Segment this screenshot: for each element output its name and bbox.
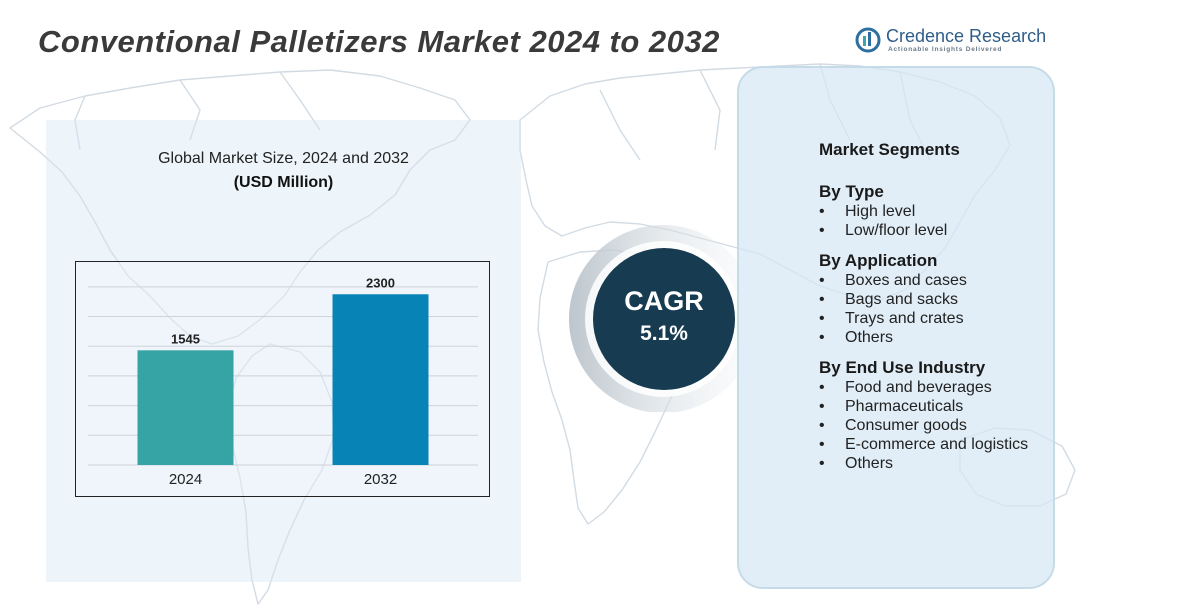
segment-item: • Bags and sacks: [819, 290, 1069, 309]
cagr-badge: CAGR 5.1%: [593, 248, 735, 390]
segments-heading: Market Segments: [819, 140, 960, 159]
x-tick-label-2024: 2024: [169, 471, 202, 488]
bar-2024: [137, 350, 234, 465]
segment-list-application: • Boxes and cases • Bags and sacks • Trays …: [819, 271, 1069, 347]
segment-item-label: E-commerce and logistics: [845, 436, 1029, 453]
segment-item-label: Pharmaceuticals: [845, 398, 964, 415]
segment-item-label: Others: [845, 455, 894, 472]
segment-item: • Consumer goods: [819, 416, 1069, 435]
chart-subtitle: (USD Million): [233, 174, 334, 191]
data-label-2024: 1545: [171, 331, 200, 346]
cagr-value: 5.1%: [640, 322, 688, 345]
segment-item-label: Low/floor level: [845, 222, 948, 239]
segment-item: • Boxes and cases: [819, 271, 1069, 290]
x-tick-label-2032: 2032: [364, 471, 397, 488]
bullet-icon: •: [819, 329, 825, 346]
segment-item: • Food and beverages: [819, 378, 1069, 397]
market-size-panel: [46, 120, 521, 582]
bullet-icon: •: [819, 291, 825, 308]
credence-research-logo: Credence Research Actionable Insights De…: [854, 26, 1047, 56]
logo-name: Credence Research: [886, 26, 1047, 46]
segment-group-title-application: By Application: [819, 251, 938, 270]
segment-group-title-end-use-industry: By End Use Industry: [819, 358, 986, 377]
segment-list-type: • High level • Low/floor level: [819, 202, 1069, 240]
segment-item-label: Food and beverages: [845, 379, 992, 396]
bullet-icon: •: [819, 203, 825, 220]
bullet-icon: •: [819, 310, 825, 327]
bullet-icon: •: [819, 417, 825, 434]
segment-item-label: Consumer goods: [845, 417, 967, 434]
segment-item-label: Trays and crates: [845, 310, 964, 327]
data-label-2032: 2300: [366, 275, 395, 290]
segment-item-label: Others: [845, 329, 894, 346]
bar-chart: 1545 2024 2300 2032: [75, 261, 490, 497]
bullet-icon: •: [819, 272, 825, 289]
segment-item-label: Boxes and cases: [845, 272, 967, 289]
logo-tagline: Actionable Insights Delivered: [888, 46, 1003, 53]
bullet-icon: •: [819, 379, 825, 396]
bullet-icon: •: [819, 398, 825, 415]
market-segments: Market Segments By Type • High level • Low…: [819, 140, 1069, 484]
segment-item: • Others: [819, 454, 1069, 473]
page-title: Conventional Palletizers Market 2024 to …: [38, 24, 720, 59]
bullet-icon: •: [819, 222, 825, 239]
bullet-icon: •: [819, 436, 825, 453]
segment-item: • High level: [819, 202, 1069, 221]
chart-title: Global Market Size, 2024 and 2032: [158, 150, 409, 167]
bullet-icon: •: [819, 455, 825, 472]
market-segments-panel: [737, 66, 1055, 589]
cagr-label: CAGR: [624, 286, 704, 316]
segment-item: • Pharmaceuticals: [819, 397, 1069, 416]
bar-2032: [332, 294, 429, 465]
segment-item-label: Bags and sacks: [845, 291, 958, 308]
segment-item: • Trays and crates: [819, 309, 1069, 328]
segment-group-title-type: By Type: [819, 182, 884, 201]
segment-item: • E-commerce and logistics: [819, 435, 1069, 454]
bar-chart-svg: 1545 2024 2300 2032: [88, 275, 478, 488]
logo-mark-icon: [855, 27, 881, 53]
segment-list-end-use-industry: • Food and beverages • Pharmaceuticals • Co…: [819, 378, 1069, 473]
segment-item: • Others: [819, 328, 1069, 347]
segment-item: • Low/floor level: [819, 221, 1069, 240]
segment-item-label: High level: [845, 203, 916, 220]
